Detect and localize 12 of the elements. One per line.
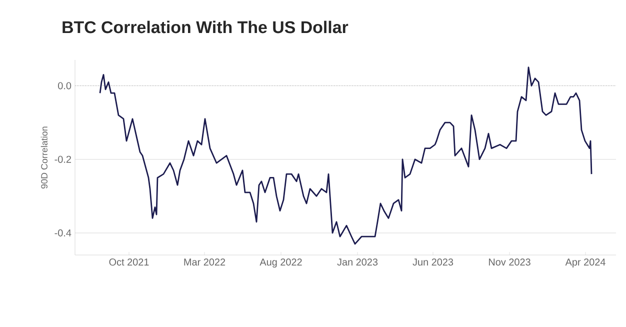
chart-title: BTC Correlation With The US Dollar [62, 20, 348, 34]
x-tick-label: Nov 2023 [488, 258, 530, 266]
x-tick-label: Jun 2023 [412, 258, 454, 266]
x-tick-label: Aug 2022 [260, 258, 302, 268]
y-tick-label: -0.2 [54, 156, 71, 163]
y-tick-label: -0.4 [54, 229, 72, 236]
y-axis-title: 90D Correlation [40, 126, 48, 188]
y-tick-label: 0.0 [58, 82, 72, 90]
x-tick-label: Jan 2023 [337, 258, 378, 266]
x-tick-label: Mar 2022 [184, 258, 226, 266]
x-tick-label: Oct 2021 [109, 258, 149, 266]
x-tick-label: Apr 2024 [565, 258, 606, 268]
